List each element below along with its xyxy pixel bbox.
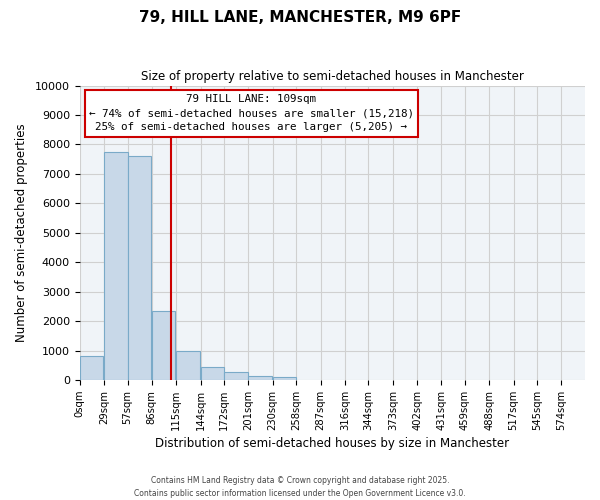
X-axis label: Distribution of semi-detached houses by size in Manchester: Distribution of semi-detached houses by … xyxy=(155,437,509,450)
Bar xyxy=(248,376,272,380)
Bar xyxy=(152,311,175,380)
Text: Contains HM Land Registry data © Crown copyright and database right 2025.
Contai: Contains HM Land Registry data © Crown c… xyxy=(134,476,466,498)
Y-axis label: Number of semi-detached properties: Number of semi-detached properties xyxy=(15,124,28,342)
Bar xyxy=(104,152,128,380)
Bar xyxy=(176,350,200,380)
Bar xyxy=(273,377,296,380)
Text: 79, HILL LANE, MANCHESTER, M9 6PF: 79, HILL LANE, MANCHESTER, M9 6PF xyxy=(139,10,461,25)
Bar xyxy=(80,356,103,380)
Title: Size of property relative to semi-detached houses in Manchester: Size of property relative to semi-detach… xyxy=(141,70,524,83)
Text: 79 HILL LANE: 109sqm
← 74% of semi-detached houses are smaller (15,218)
25% of s: 79 HILL LANE: 109sqm ← 74% of semi-detac… xyxy=(89,94,414,132)
Bar xyxy=(224,372,248,380)
Bar xyxy=(128,156,151,380)
Bar xyxy=(200,366,224,380)
